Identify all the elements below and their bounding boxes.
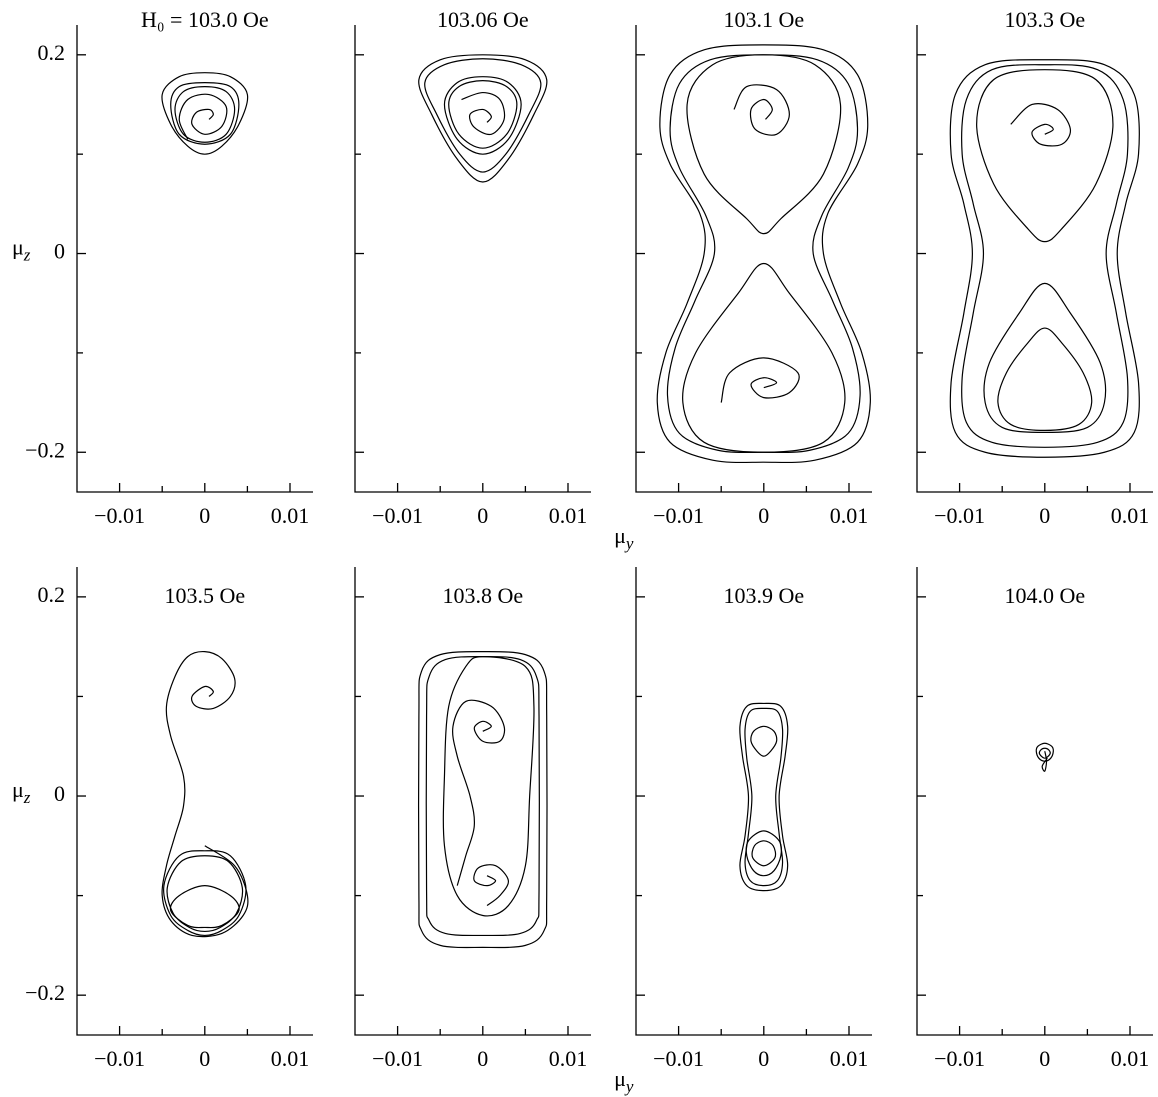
trajectory [161,650,249,938]
y-tick-label: −0.2 [25,980,65,1005]
x-tick-label: 0.01 [1111,1046,1150,1071]
trajectory [443,76,522,155]
trajectory [744,707,784,887]
trajectory [666,54,861,454]
trajectory [656,44,871,464]
x-tick-label: −0.01 [372,1046,423,1071]
x-tick-label: 0 [1039,503,1050,528]
trajectory [1041,751,1048,772]
x-tick-label: −0.01 [934,1046,985,1071]
trajectory [170,82,240,145]
axis-spine [916,567,1153,1036]
x-tick-label: 0.01 [549,1046,588,1071]
y-tick-label: 0.2 [38,40,66,65]
x-tick-label: −0.01 [934,503,985,528]
x-tick-label: −0.01 [653,1046,704,1071]
y-axis-label: μz [12,235,31,265]
y-tick-label: 0.2 [38,582,66,607]
y-tick-label: 0 [54,239,65,264]
y-tick-label: −0.2 [25,437,65,462]
trajectory [983,282,1107,433]
trajectory [442,656,535,917]
panel-title: 103.1 Oe [723,7,804,32]
x-tick-label: −0.01 [94,1046,145,1071]
panel-title: 104.0 Oe [1004,583,1085,608]
trajectory [178,93,228,140]
trajectory [961,64,1129,448]
trajectory [166,855,244,933]
panel-title: 103.3 Oe [1004,7,1085,32]
x-tick-label: 0 [758,503,769,528]
axis-spine [76,25,313,493]
x-tick-label: −0.01 [653,503,704,528]
panel-title: 103.8 Oe [442,583,523,608]
trajectory [686,54,842,235]
trajectory [448,80,518,149]
panel-title: 103.5 Oe [164,583,245,608]
x-tick-label: 0.01 [1111,503,1150,528]
trajectory [452,699,506,886]
x-tick-label: 0.01 [271,1046,310,1071]
x-tick-label: 0.01 [271,503,310,528]
trajectory [751,840,777,867]
trajectory [461,91,506,136]
axis-spine [354,567,591,1036]
trajectory [750,725,778,757]
trajectory [163,850,247,937]
x-tick-label: 0 [477,1046,488,1071]
trajectory [733,84,790,136]
panel-title: 103.9 Oe [723,583,804,608]
trajectory [720,357,800,403]
trajectory [425,656,540,937]
axis-spine [635,567,872,1036]
trajectory [161,72,249,155]
trajectory [417,651,548,949]
trajectory [174,86,236,143]
trajectory [169,885,240,929]
y-axis-label: μz [12,777,31,807]
trajectory [949,59,1140,458]
trajectory [739,702,789,892]
x-tick-label: 0.01 [830,1046,869,1071]
trajectory [418,54,548,183]
trajectory [473,864,509,907]
trajectory [682,262,846,453]
trajectory [997,327,1093,431]
x-axis-label: μy [614,523,634,553]
panel-title: 103.06 Oe [437,7,529,32]
trajectory [1010,103,1072,147]
x-tick-label: 0.01 [549,503,588,528]
trajectory [1038,747,1051,759]
x-tick-label: 0 [199,1046,210,1071]
trajectory [976,69,1114,243]
axis-spine [916,25,1153,493]
x-tick-label: 0 [199,503,210,528]
x-tick-label: −0.01 [94,503,145,528]
trajectory [424,58,542,173]
x-tick-label: −0.01 [372,503,423,528]
panel-title: H₀ = 103.0 Oe [141,7,269,32]
axis-spine [635,25,872,493]
y-tick-label: 0 [54,781,65,806]
axis-spine [354,25,591,493]
axis-spine [76,567,313,1036]
x-tick-label: 0 [1039,1046,1050,1071]
x-axis-label: μy [614,1066,634,1096]
x-tick-label: 0 [758,1046,769,1071]
x-tick-label: 0.01 [830,503,869,528]
x-tick-label: 0 [477,503,488,528]
trajectory [745,830,783,877]
